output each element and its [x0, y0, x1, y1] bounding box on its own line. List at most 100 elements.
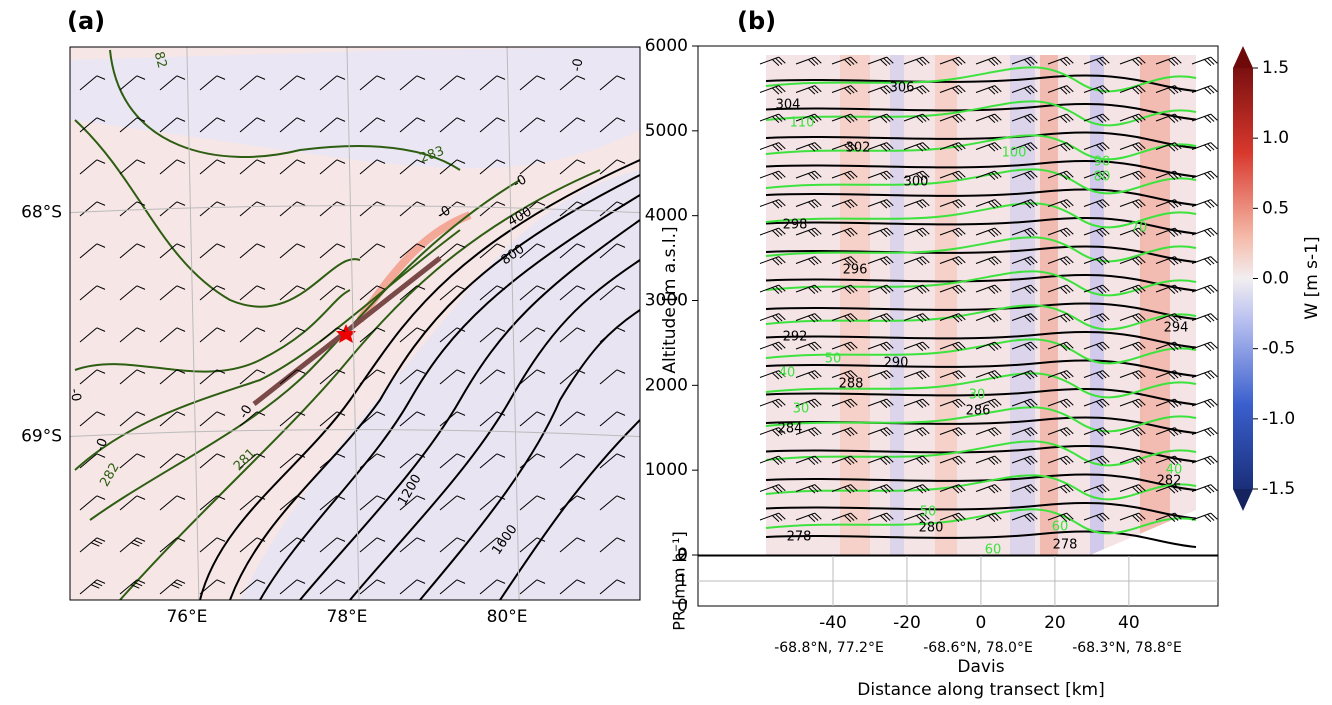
barb	[79, 495, 106, 511]
barb	[399, 411, 426, 427]
barb	[1119, 512, 1146, 522]
barb	[199, 411, 226, 427]
barb	[639, 551, 640, 552]
barb	[439, 327, 466, 343]
barb	[1083, 199, 1110, 209]
isentrope	[765, 245, 1197, 263]
isentrope	[765, 388, 1197, 406]
x-tick-label: -20	[893, 613, 921, 633]
y-tick-label: 1	[677, 571, 688, 591]
barb	[1119, 398, 1146, 408]
contour-label: 110	[790, 116, 815, 131]
barb	[975, 56, 1002, 66]
barb	[1083, 142, 1110, 152]
barb	[319, 495, 346, 511]
barb	[1011, 170, 1038, 180]
barb	[1119, 484, 1146, 494]
y-axis-label: Altitude [m a.s.l.]	[660, 226, 680, 373]
barb	[79, 579, 106, 595]
wind-contour	[765, 66, 1197, 93]
barb	[1011, 313, 1038, 323]
barb	[975, 85, 1002, 95]
barb	[831, 170, 858, 180]
barb	[1155, 142, 1182, 152]
barb	[831, 227, 858, 237]
barb	[1119, 199, 1146, 209]
barb	[399, 369, 426, 385]
colorbar-label: W [m s-1]	[1302, 236, 1322, 319]
colorbar-tick-label: 0.0	[1262, 269, 1289, 289]
barb	[759, 56, 786, 66]
barb	[1155, 512, 1182, 522]
barb	[1011, 455, 1038, 465]
barb	[1083, 398, 1110, 408]
frame	[69, 46, 641, 601]
barb	[939, 484, 966, 494]
wind-contour	[765, 100, 1197, 127]
barb	[1083, 427, 1110, 437]
barb	[1155, 370, 1182, 380]
barb	[867, 170, 894, 180]
barb	[119, 327, 146, 343]
barb	[79, 201, 106, 217]
barb	[975, 199, 1002, 209]
contours	[199, 159, 640, 600]
barb	[79, 411, 106, 427]
barb	[479, 327, 506, 343]
barb	[599, 201, 626, 217]
barb	[479, 495, 506, 511]
barb	[119, 411, 146, 427]
wind-contour	[765, 508, 1197, 535]
barb	[79, 537, 106, 553]
barb	[639, 593, 640, 594]
barb	[1047, 85, 1074, 95]
barb	[319, 537, 346, 553]
barb	[867, 85, 894, 95]
barb	[1047, 256, 1074, 266]
location-label: -68.3°N, 78.8°E	[1072, 640, 1182, 656]
barb	[795, 56, 822, 66]
wind-contour	[765, 372, 1197, 399]
barb	[359, 285, 386, 301]
contour-label: 40	[1166, 463, 1183, 478]
barb	[1155, 313, 1182, 323]
barb	[159, 453, 186, 469]
barb	[939, 313, 966, 323]
x-tick-label: 76°E	[166, 607, 207, 627]
barb	[1047, 455, 1074, 465]
contour-label: -0	[93, 436, 112, 453]
y-tick-label: 2000	[645, 375, 688, 395]
barb	[399, 75, 426, 91]
barb	[1083, 284, 1110, 294]
barb	[399, 117, 426, 133]
barb	[279, 159, 306, 175]
barb	[939, 341, 966, 351]
x-tick-label: 0	[976, 613, 987, 633]
barb	[359, 159, 386, 175]
contour-label: 284	[778, 422, 803, 437]
barb	[1083, 313, 1110, 323]
x-tick-label: 40	[1118, 613, 1140, 633]
barb	[759, 455, 786, 465]
barb	[1155, 256, 1182, 266]
barb	[795, 398, 822, 408]
barb	[400, 622, 425, 636]
contour-label: 280	[919, 521, 944, 536]
barb	[359, 453, 386, 469]
barb	[903, 199, 930, 209]
barb	[867, 56, 894, 66]
contour-label: 40	[779, 366, 796, 381]
barb	[795, 113, 822, 123]
barb	[440, 622, 465, 636]
barb	[831, 199, 858, 209]
contour-label: 278	[1053, 538, 1078, 553]
barb	[939, 113, 966, 123]
barb	[599, 369, 626, 385]
barb	[1047, 512, 1074, 522]
barb	[399, 243, 426, 259]
barb	[1083, 56, 1110, 66]
barb	[79, 285, 106, 301]
barb	[975, 341, 1002, 351]
barb	[159, 75, 186, 91]
barb	[159, 159, 186, 175]
